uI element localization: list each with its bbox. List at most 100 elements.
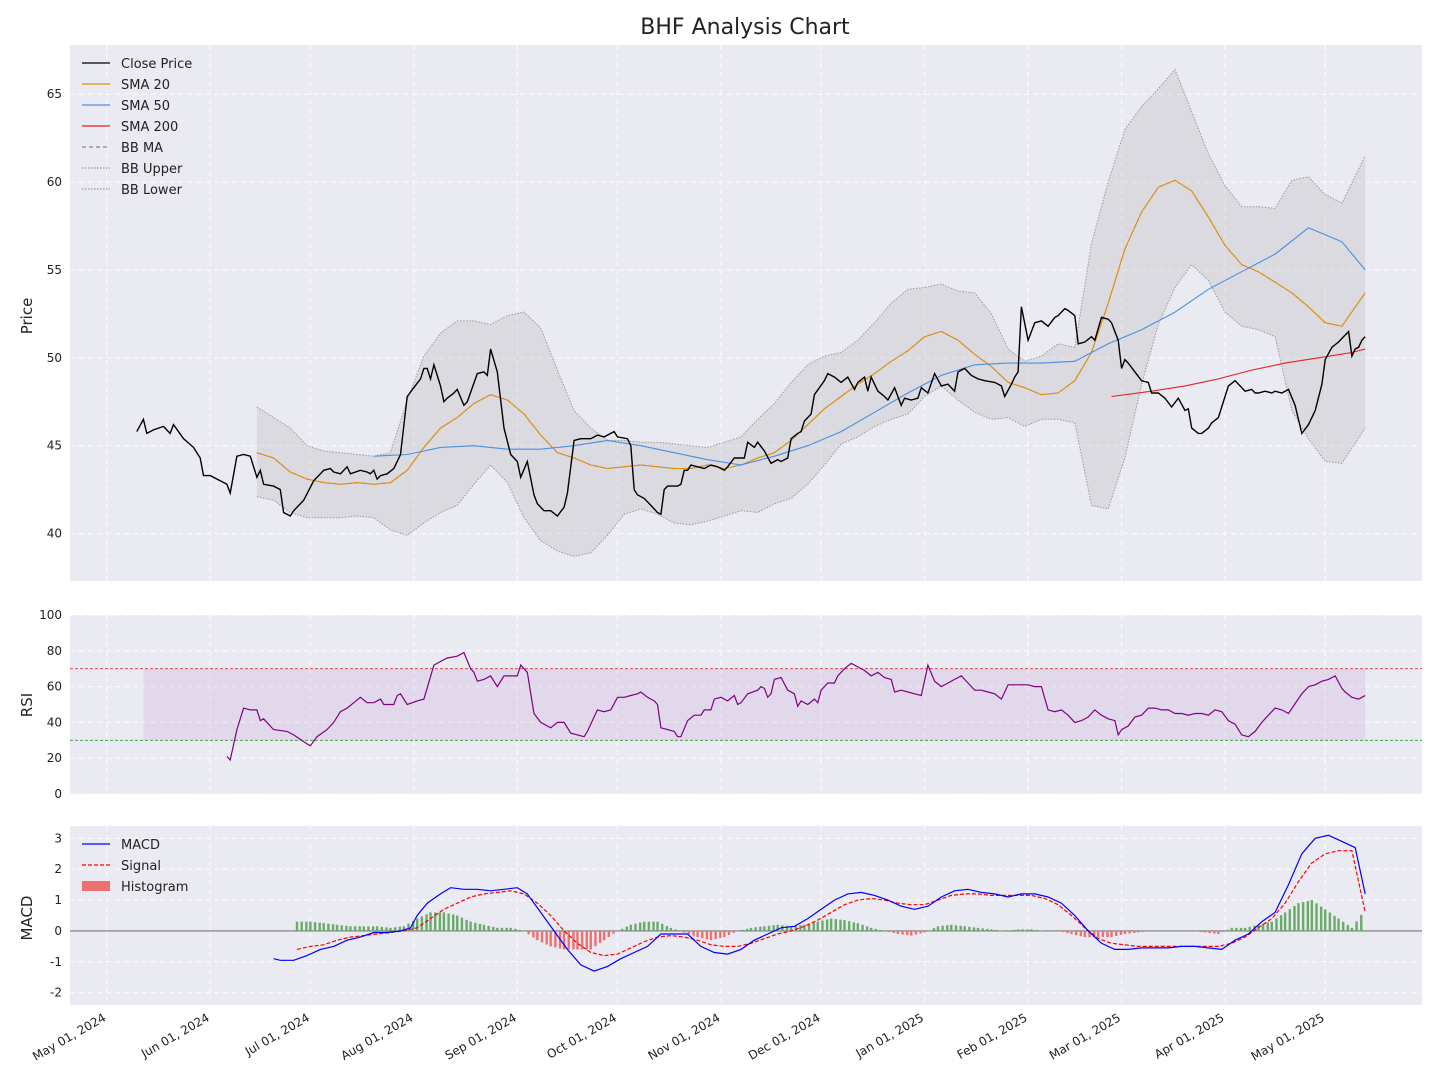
x-tick-label: Jul 01, 2024	[242, 1010, 312, 1058]
price-y-tick-label: 45	[47, 439, 62, 453]
histogram-bar	[380, 926, 383, 931]
histogram-bar	[1034, 929, 1038, 931]
histogram-bar	[460, 917, 464, 931]
histogram-bar	[456, 915, 459, 931]
histogram-bar	[1106, 930, 1109, 938]
histogram-bar	[1315, 903, 1318, 931]
histogram-bar	[335, 924, 339, 931]
histogram-bar	[879, 930, 882, 931]
histogram-bar	[474, 922, 477, 931]
histogram-bar	[385, 927, 388, 931]
histogram-bar	[1008, 930, 1011, 931]
histogram-bar	[532, 930, 535, 938]
histogram-bar	[607, 930, 610, 937]
histogram-bar	[1342, 921, 1345, 931]
histogram-bar	[1133, 930, 1136, 933]
histogram-bar	[1217, 930, 1220, 935]
histogram-bar	[839, 919, 842, 931]
histogram-bar	[749, 927, 753, 931]
histogram-bar	[580, 930, 584, 950]
histogram-bar	[1119, 930, 1123, 935]
rsi-y-tick-label: 40	[47, 715, 62, 729]
histogram-bar	[1043, 930, 1046, 932]
histogram-bar	[1141, 930, 1145, 932]
histogram-bar	[482, 924, 486, 931]
histogram-bar	[910, 930, 913, 936]
histogram-bar	[821, 920, 824, 931]
sma-50-line	[373, 227, 1366, 466]
x-tick-label: Jan 01, 2025	[853, 1010, 926, 1060]
histogram-bar	[1235, 927, 1238, 931]
histogram-bar	[1137, 930, 1140, 933]
histogram-bar	[1110, 930, 1113, 938]
rsi-plot-area	[70, 615, 1422, 794]
histogram-bar	[594, 930, 597, 947]
histogram-bar	[367, 926, 370, 931]
histogram-bar	[803, 924, 806, 931]
histogram-bar	[1026, 929, 1029, 931]
bb-lower-line	[256, 263, 1366, 557]
histogram-bar	[914, 930, 918, 935]
histogram-bar	[1333, 915, 1336, 931]
histogram-bar	[1261, 923, 1265, 931]
rsi-y-tick-label: 100	[39, 608, 62, 622]
price-y-tick-label: 65	[47, 87, 62, 101]
histogram-bar	[509, 927, 512, 931]
histogram-bar	[447, 913, 450, 931]
histogram-bar	[305, 921, 308, 931]
histogram-bar	[398, 926, 402, 931]
rsi-panel: 0 20 40 60 80 100 RSI	[18, 608, 1422, 801]
histogram-bar	[741, 929, 744, 931]
histogram-bar	[1012, 929, 1016, 931]
rsi-grid	[70, 614, 1422, 795]
histogram-bar	[1323, 909, 1327, 931]
histogram-bar	[1213, 930, 1216, 934]
price-legend: Close Price SMA 20 SMA 50 SMA 200 BB MA BB Up…	[82, 57, 192, 198]
histogram-bar	[986, 928, 989, 931]
histogram-bar	[736, 930, 739, 932]
chart-title: BHF Analysis Chart	[640, 15, 850, 40]
price-plot-area	[70, 45, 1422, 581]
histogram-bar	[438, 912, 442, 931]
price-y-tick-label: 40	[47, 527, 62, 541]
legend-label: Signal	[121, 859, 161, 874]
histogram-bar	[452, 914, 455, 931]
histogram-bar	[852, 922, 856, 931]
histogram-bar	[629, 924, 633, 931]
histogram-bar	[389, 927, 392, 931]
histogram-bar	[772, 925, 775, 931]
legend-label: BB Lower	[121, 183, 183, 198]
histogram-bar	[1266, 922, 1269, 931]
histogram-bar	[972, 927, 976, 931]
sma-200-line	[1111, 348, 1366, 398]
x-tick-label: Nov 01, 2024	[646, 1010, 723, 1062]
macd-y-tick-label: 2	[54, 862, 62, 876]
price-y-tick-label: 55	[47, 263, 62, 277]
histogram-bar	[1048, 930, 1051, 932]
histogram-bar	[723, 930, 726, 938]
histogram-bar	[612, 930, 615, 934]
bollinger-band-fill	[256, 69, 1366, 557]
histogram-bar	[999, 930, 1002, 931]
macd-y-ticks: -2 -1 0 1 2 3	[50, 831, 62, 999]
histogram-bar	[527, 930, 530, 935]
sma-20-line	[256, 179, 1366, 485]
histogram-bar	[719, 930, 722, 939]
histogram-bar	[642, 921, 646, 931]
histogram-bar	[362, 926, 365, 931]
histogram-bar	[434, 912, 437, 931]
histogram-bar	[1355, 921, 1358, 931]
histogram-bar	[415, 918, 419, 931]
macd-y-tick-label: 0	[54, 924, 62, 938]
histogram-bar	[1030, 929, 1033, 931]
histogram-bar	[1279, 915, 1283, 931]
histogram-bar	[932, 928, 936, 931]
histogram-bar	[327, 923, 330, 931]
x-tick-label: May 01, 2025	[1249, 1010, 1327, 1063]
histogram-bar	[959, 925, 962, 931]
histogram-bar	[812, 922, 815, 931]
histogram-bar	[1052, 930, 1056, 932]
histogram-bar	[994, 929, 998, 931]
histogram-bar	[393, 927, 397, 931]
histogram-bar	[727, 930, 731, 935]
